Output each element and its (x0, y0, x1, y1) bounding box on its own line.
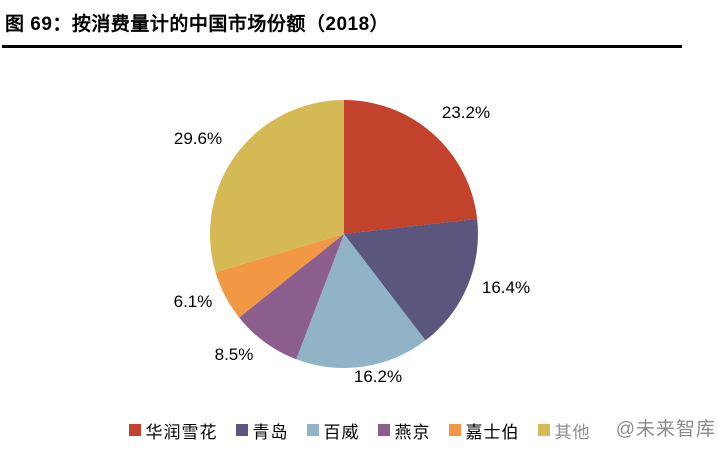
watermark: @未来智库 (551, 413, 719, 441)
slice-label-budweiser: 16.2% (353, 367, 403, 386)
pie-slice-2 (296, 234, 426, 368)
slice-label-tsingtao: 16.4% (481, 278, 531, 297)
slice-label-huarun-snow: 23.2% (441, 103, 491, 122)
legend-swatch-icon (537, 424, 550, 436)
slice-label-carlsberg: 6.1% (173, 292, 213, 311)
pie-slice-1 (344, 218, 478, 341)
legend-label: 华润雪花 (145, 422, 218, 442)
legend-item-tsingtao: 青岛 (235, 418, 289, 443)
legend-item-huarun-snow: 华润雪花 (128, 418, 218, 443)
pie-chart (210, 100, 478, 368)
legend-item-budweiser: 百威 (306, 418, 360, 443)
legend-label: 嘉士伯 (465, 422, 520, 442)
pie-slice-0 (344, 100, 478, 234)
legend-swatch-icon (306, 424, 319, 436)
legend-swatch-icon (377, 424, 390, 436)
legend-label: 青岛 (252, 422, 289, 442)
pie-slice-5 (210, 100, 344, 273)
legend-label: 百威 (323, 422, 360, 442)
legend-swatch-icon (128, 424, 141, 436)
pie-slice-4 (215, 234, 344, 318)
title-underline (2, 45, 682, 48)
legend-item-yanjing: 燕京 (377, 418, 431, 443)
slice-label-yanjing: 8.5% (214, 345, 254, 364)
legend-swatch-icon (448, 424, 461, 436)
figure-title: 图 69：按消费量计的中国市场份额（2018） (5, 14, 390, 35)
legend-label: 燕京 (394, 422, 431, 442)
slice-label-others: 29.6% (173, 129, 223, 148)
pie-slice-3 (239, 234, 344, 360)
legend-item-carlsberg: 嘉士伯 (448, 418, 520, 443)
legend-swatch-icon (235, 424, 248, 436)
